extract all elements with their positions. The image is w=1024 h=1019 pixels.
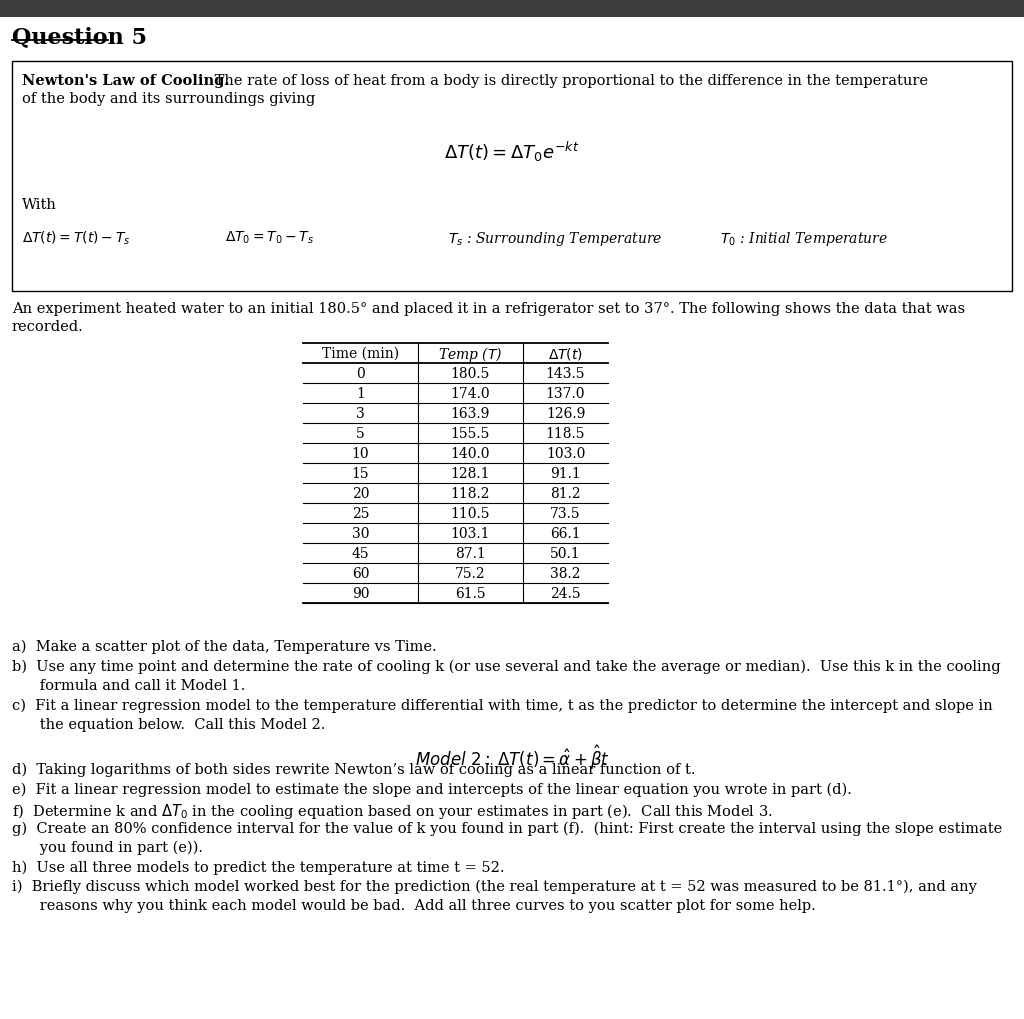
Text: 118.2: 118.2 [451,486,490,500]
Text: $\Delta T(t) = T(t)-T_s$: $\Delta T(t) = T(t)-T_s$ [22,229,130,248]
Text: 15: 15 [351,467,370,481]
Text: Time (min): Time (min) [322,346,399,361]
Text: formula and call it Model 1.: formula and call it Model 1. [12,679,246,692]
Bar [0,0,1024,18]
Text: d)  Taking logarithms of both sides rewrite Newton’s law of cooling as a linear : d) Taking logarithms of both sides rewri… [12,762,695,776]
Text: the equation below.  Call this Model 2.: the equation below. Call this Model 2. [12,717,326,732]
Text: Temp ($T$): Temp ($T$) [438,344,503,363]
Text: 110.5: 110.5 [451,506,490,521]
Text: 180.5: 180.5 [451,367,490,381]
Text: 118.5: 118.5 [546,427,586,440]
Text: 87.1: 87.1 [455,546,485,560]
Text: 155.5: 155.5 [451,427,490,440]
Text: 1: 1 [356,386,365,400]
Text: Newton's Law of Cooling.: Newton's Law of Cooling. [22,74,229,88]
Text: 126.9: 126.9 [546,407,585,421]
Text: 174.0: 174.0 [451,386,490,400]
Text: 81.2: 81.2 [550,486,581,500]
Text: you found in part (e)).: you found in part (e)). [12,841,203,855]
Text: 103.1: 103.1 [451,527,490,540]
Text: $\Delta T(t) = \Delta T_0 e^{-kt}$: $\Delta T(t) = \Delta T_0 e^{-kt}$ [444,140,580,164]
Text: 143.5: 143.5 [546,367,586,381]
Text: 45: 45 [351,546,370,560]
Text: 75.2: 75.2 [456,567,485,581]
Text: $T_s$ : Surrounding Temperature: $T_s$ : Surrounding Temperature [449,229,663,248]
Text: 163.9: 163.9 [451,407,490,421]
Text: 73.5: 73.5 [550,506,581,521]
Text: h)  Use all three models to predict the temperature at time t = 52.: h) Use all three models to predict the t… [12,860,505,874]
Text: $\Delta T_0 = T_0-T_s$: $\Delta T_0 = T_0-T_s$ [225,229,314,247]
Text: f)  Determine k and $\Delta T_0$ in the cooling equation based on your estimates: f) Determine k and $\Delta T_0$ in the c… [12,801,773,820]
Text: 61.5: 61.5 [456,586,485,600]
Text: b)  Use any time point and determine the rate of cooling k (or use several and t: b) Use any time point and determine the … [12,659,1000,674]
Text: The rate of loss of heat from a body is directly proportional to the difference : The rate of loss of heat from a body is … [210,74,928,88]
Text: 137.0: 137.0 [546,386,586,400]
Bar [12,62,1012,291]
Text: 128.1: 128.1 [451,467,490,481]
Text: e)  Fit a linear regression model to estimate the slope and intercepts of the li: e) Fit a linear regression model to esti… [12,782,852,796]
Text: 3: 3 [356,407,365,421]
Text: 66.1: 66.1 [550,527,581,540]
Text: With: With [22,198,57,212]
Text: 10: 10 [351,446,370,461]
Text: reasons why you think each model would be bad.  Add all three curves to you scat: reasons why you think each model would b… [12,899,816,913]
Text: a)  Make a scatter plot of the data, Temperature vs Time.: a) Make a scatter plot of the data, Temp… [12,639,436,654]
Text: i)  Briefly discuss which model worked best for the prediction (the real tempera: i) Briefly discuss which model worked be… [12,879,977,894]
Text: $T_0$ : Initial Temperature: $T_0$ : Initial Temperature [720,229,888,248]
Text: 20: 20 [352,486,370,500]
Text: 30: 30 [352,527,370,540]
Text: 5: 5 [356,427,365,440]
Text: 140.0: 140.0 [451,446,490,461]
Text: c)  Fit a linear regression model to the temperature differential with time, t a: c) Fit a linear regression model to the … [12,698,992,712]
Text: 0: 0 [356,367,365,381]
Text: $\mathit{Model\ 2}$$\mathit{:}$$\;  \Delta T(t) = \hat{\alpha} + \hat{\beta}t$: $\mathit{Model\ 2}$$\mathit{:}$$\; \Delt… [415,743,609,771]
Text: of the body and its surroundings giving: of the body and its surroundings giving [22,92,315,106]
Text: An experiment heated water to an initial 180.5° and placed it in a refrigerator : An experiment heated water to an initial… [12,302,966,316]
Text: 38.2: 38.2 [550,567,581,581]
Text: 90: 90 [352,586,370,600]
Text: 24.5: 24.5 [550,586,581,600]
Text: 25: 25 [352,506,370,521]
Text: 103.0: 103.0 [546,446,585,461]
Text: Question 5: Question 5 [12,25,147,48]
Text: 91.1: 91.1 [550,467,581,481]
Text: g)  Create an 80% confidence interval for the value of k you found in part (f). : g) Create an 80% confidence interval for… [12,820,1002,836]
Text: recorded.: recorded. [12,320,84,333]
Text: 50.1: 50.1 [550,546,581,560]
Text: $\Delta T(t)$: $\Delta T(t)$ [548,345,583,362]
Text: 60: 60 [352,567,370,581]
